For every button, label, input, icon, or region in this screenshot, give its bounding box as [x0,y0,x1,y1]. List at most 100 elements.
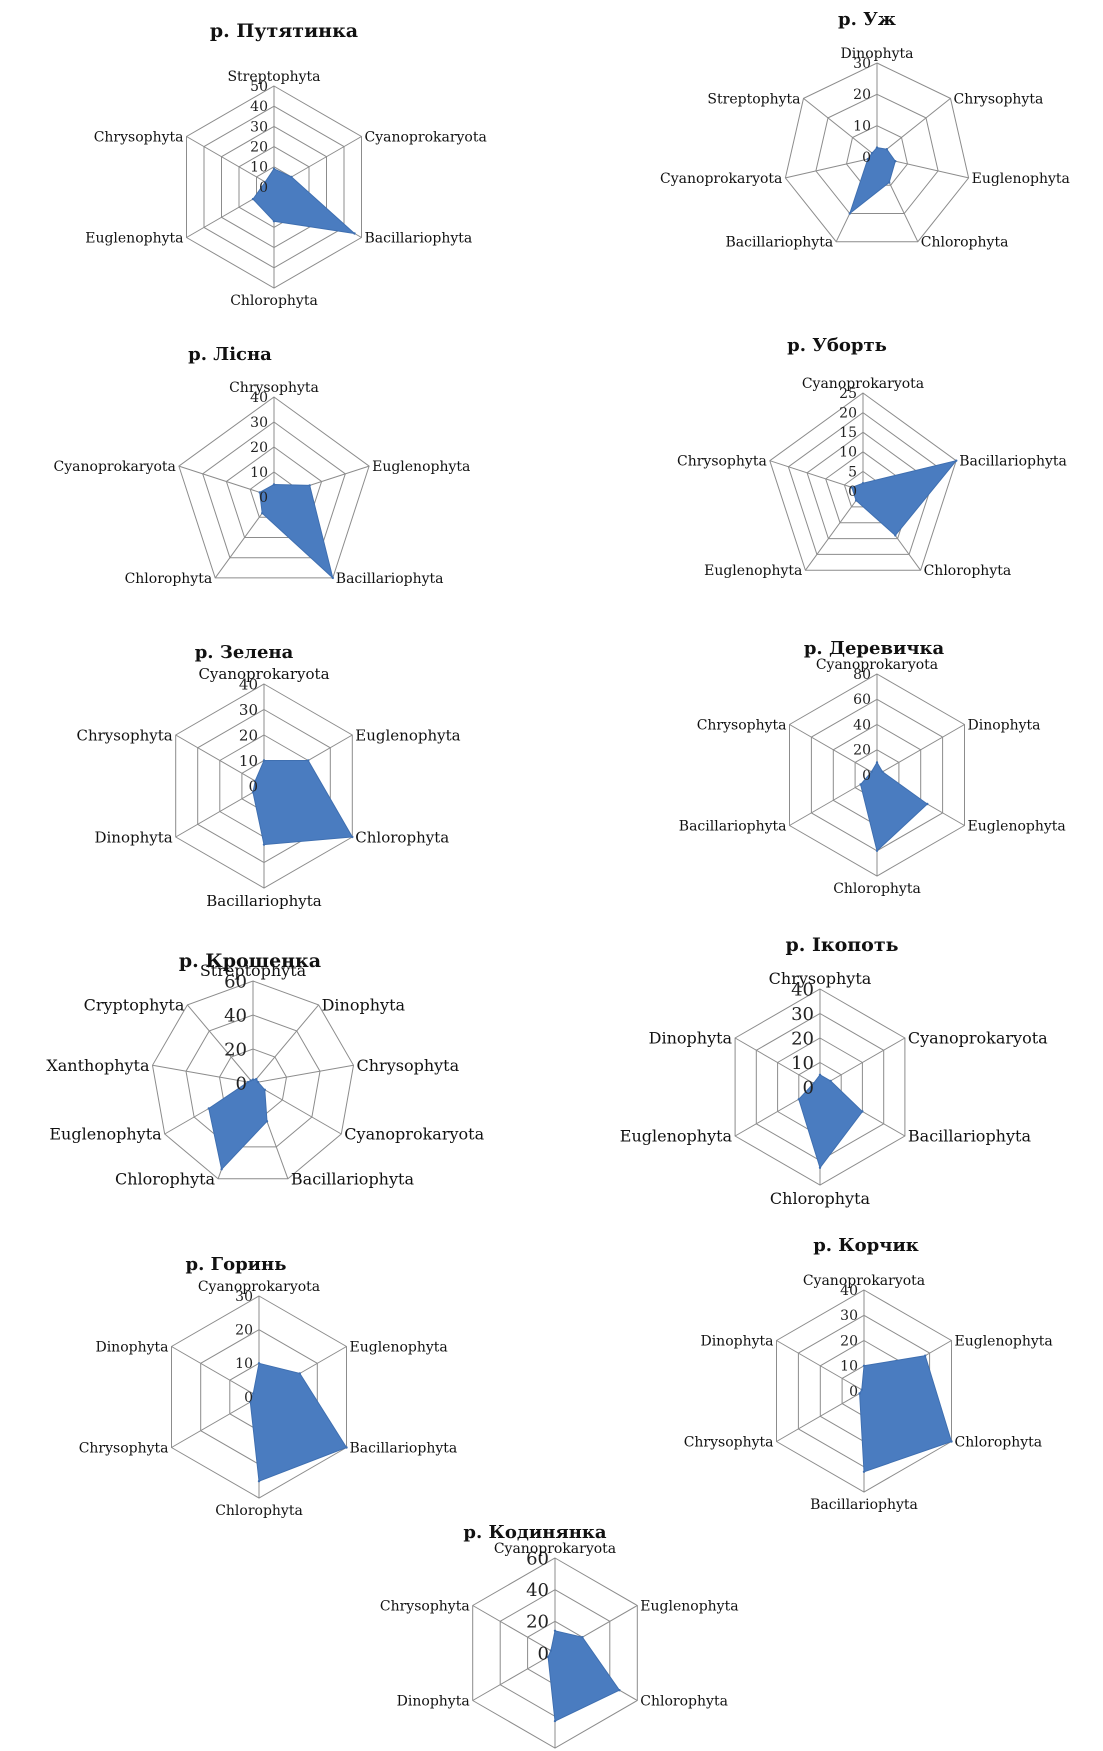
data-point [870,770,873,773]
axis-label: Chrysophyta [76,726,172,744]
tick-label: 0 [803,1077,814,1098]
tick-label: 0 [849,1384,858,1400]
axis-label: Euglenophyta [972,171,1070,187]
axis-spoke [187,1004,254,1084]
chart-title: р. Уборть [787,335,887,356]
data-point [251,791,255,794]
tick-label: 60 [526,1548,549,1569]
axis-label: Chrysophyta [229,380,319,396]
data-point [353,232,356,235]
data-area [859,1355,953,1473]
axis-label: Chlorophyta [921,235,1009,251]
axis-spoke [789,724,878,776]
data-point [220,1168,223,1171]
axis-spoke [803,98,878,158]
tick-label: 20 [235,1323,253,1339]
data-area [249,1362,348,1482]
axis-spoke [186,136,275,188]
axis-label: Bacillariophyta [336,571,444,587]
tick-label: 10 [250,160,268,176]
data-point [875,761,879,764]
data-point [553,1719,557,1723]
data-area [208,1078,268,1171]
axis-label: Chlorophyta [230,293,318,309]
chart-title: р. Уж [838,9,896,30]
data-point [290,175,293,179]
tick-label: 20 [840,1333,858,1349]
tick-label: 20 [239,726,258,744]
tick-label: 50 [250,79,268,95]
axis-label: Streptophyta [227,69,320,85]
radar-chart: р. Горинь 30 20 10 0 Cyanoprokaryota Euglenoph… [79,1254,458,1519]
tick-label: 0 [259,490,268,506]
radar-chart: р. Зелена 40 30 20 10 0 Cyanoprokaryota Eugleno… [76,642,460,910]
tick-label: 0 [248,777,258,795]
tick-label: 20 [224,1039,247,1060]
axis-label: Bacillariophyta [908,1127,1032,1146]
data-point [926,802,929,806]
data-point [262,759,266,762]
axis-label: Chlorophyta [640,1693,728,1709]
axis-spoke [175,785,265,838]
axis-spoke [178,465,275,498]
tick-label: 10 [839,445,857,461]
data-point [331,576,334,580]
data-point [254,779,257,783]
data-area [848,147,896,215]
axis-label: Chlorophyta [115,1169,216,1188]
axis-label: Euglenophyta [620,1127,733,1146]
axis-label: Cyanoprokaryota [494,1541,616,1557]
radar-chart: р. Ікопоть 40 30 20 10 0 Chrysophyta Cyanoproka… [620,934,1048,1208]
data-point [265,1120,269,1123]
data-point [261,512,264,515]
data-point [862,1364,866,1368]
tick-label: 40 [224,1005,247,1026]
axis-label: Euglenophyta [640,1598,738,1614]
chart-title: р. Зелена [195,642,294,663]
tick-label: 20 [853,743,871,759]
tick-label: 10 [840,1359,858,1375]
data-point [861,482,865,485]
tick-label: 20 [526,1612,549,1633]
tick-label: 20 [839,406,857,422]
axis-label: Dinophyta [95,1339,168,1355]
axis-label: Chrysophyta [769,969,872,988]
data-point [858,1392,861,1395]
radar-chart: р. Путятинка 50 40 30 20 10 0 Streptophyta Cyano… [85,20,487,309]
axis-label: Euglenophyta [968,818,1066,834]
axis-label: Chrysophyta [357,1056,460,1075]
data-point [860,1388,863,1391]
data-point [272,220,276,223]
chart-title: р. Путятинка [210,20,358,42]
axis-spoke [252,1004,319,1084]
tick-label: 60 [224,971,247,992]
axis-label: Bacillariophyta [810,1497,918,1513]
axis-label: Cryptophyta [84,996,185,1015]
axis-label: Cyanoprokaryota [365,129,487,145]
tick-label: 10 [791,1053,814,1074]
data-point [581,1636,584,1639]
tick-label: 20 [250,440,268,456]
data-point [875,849,879,852]
tick-label: 0 [259,180,268,196]
axis-label: Euglenophyta [49,1125,162,1144]
data-point [894,160,897,163]
data-point [861,1110,864,1113]
axis-spoke [819,1037,906,1088]
tick-label: 5 [848,464,857,480]
tick-label: 10 [239,752,258,770]
radar-chart: р. Деревичка 80 60 40 20 0 Cyanoprokaryota Dino… [679,638,1066,897]
tick-label: 40 [840,1283,858,1299]
axis-label: Chlorophyta [924,563,1012,579]
tick-label: 30 [791,1004,814,1025]
axis-label: Cyanoprokaryota [908,1029,1048,1048]
tick-label: 20 [791,1028,814,1049]
data-point [257,1362,261,1365]
axis-label: Streptophyta [707,91,800,107]
tick-label: 0 [538,1643,549,1664]
axis-label: Euglenophyta [955,1333,1053,1349]
axis-spoke [175,734,265,787]
axis-spoke [472,1605,556,1654]
tick-label: 0 [244,1390,253,1406]
